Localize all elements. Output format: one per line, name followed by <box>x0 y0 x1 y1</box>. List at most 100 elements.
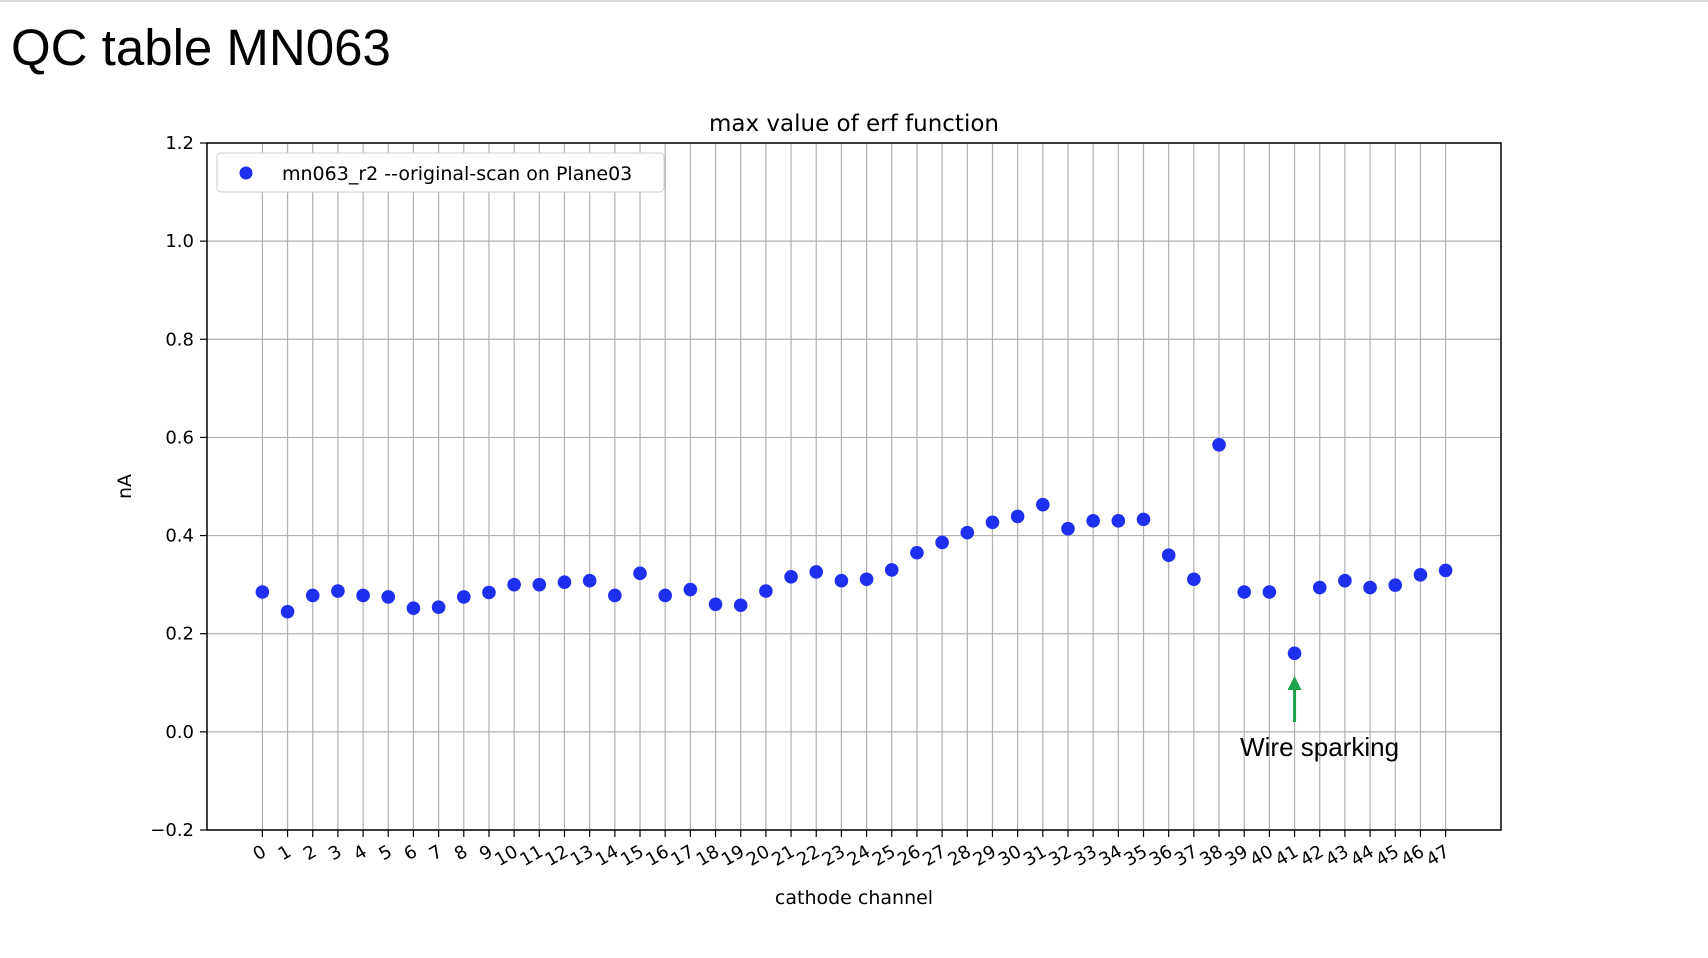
x-tick-label: 5 <box>375 841 395 865</box>
x-tick-label: 4 <box>350 841 370 865</box>
x-tick-label: 18 <box>693 841 723 871</box>
data-point <box>1413 568 1428 582</box>
data-point <box>733 598 748 613</box>
x-tick-label: 6 <box>401 841 421 865</box>
x-tick-label: 21 <box>768 841 798 871</box>
x-tick-label: 7 <box>426 841 446 865</box>
x-tick-label: 8 <box>451 841 471 865</box>
data-point <box>633 566 647 581</box>
data-point <box>1086 514 1100 528</box>
data-point <box>1438 563 1453 578</box>
y-tick-label: 1.0 <box>165 231 194 252</box>
x-tick-label: 29 <box>970 841 1000 871</box>
data-point <box>1338 573 1352 588</box>
data-point <box>356 588 370 603</box>
y-tick-label: −0.2 <box>150 820 194 841</box>
x-tick-label: 39 <box>1221 841 1251 871</box>
data-point <box>960 525 975 540</box>
x-tick-label: 26 <box>894 841 924 871</box>
x-tick-label: 11 <box>516 841 546 871</box>
x-tick-label: 44 <box>1347 841 1377 871</box>
x-tick-label: 38 <box>1196 841 1226 871</box>
x-tick-label: 2 <box>300 841 320 865</box>
x-tick-label: 0 <box>249 841 269 865</box>
data-point <box>1237 585 1252 599</box>
x-tick-label: 10 <box>491 841 521 871</box>
data-point <box>1287 646 1302 661</box>
data-points <box>255 437 1453 661</box>
data-point <box>708 597 723 612</box>
annotation-arrow-head <box>1287 676 1302 690</box>
x-tick-label: 30 <box>995 841 1025 871</box>
data-point <box>331 584 345 598</box>
data-point <box>884 563 899 577</box>
data-point <box>1010 509 1025 524</box>
top-rule <box>0 0 1708 2</box>
x-tick-label: 46 <box>1398 841 1428 871</box>
legend-box <box>216 152 665 193</box>
x-tick-label: 34 <box>1096 841 1126 871</box>
x-tick-label: 3 <box>325 841 345 865</box>
annotation-text: Wire sparking <box>1240 732 1399 762</box>
x-tick-label: 42 <box>1297 841 1327 871</box>
data-point <box>280 604 295 619</box>
data-point <box>557 575 572 589</box>
x-axis-ticks: 0 1 2 3 4 5 6 7 8 9101112131415161718192021222324… <box>249 830 1453 871</box>
legend-label: mn063_r2 --original-scan on Plane03 <box>282 163 632 185</box>
data-point <box>784 569 798 584</box>
data-point <box>406 601 421 615</box>
x-tick-label: 16 <box>642 841 672 871</box>
x-tick-label: 27 <box>919 841 949 871</box>
data-point <box>582 573 597 588</box>
x-tick-label: 25 <box>869 841 899 871</box>
x-tick-label: 1 <box>275 841 295 865</box>
x-tick-label: 19 <box>718 841 748 871</box>
y-tick-label: 0.6 <box>165 427 194 448</box>
data-point <box>1111 514 1126 528</box>
data-point <box>1136 512 1151 527</box>
x-axis-label: cathode channel <box>775 887 933 909</box>
x-tick-label: 32 <box>1045 841 1075 871</box>
y-tick-label: 0.2 <box>165 624 194 645</box>
x-tick-label: 40 <box>1247 841 1277 871</box>
legend: mn063_r2 --original-scan on Plane03 <box>216 152 665 193</box>
wire-sparking-annotation: Wire sparking <box>1240 676 1399 762</box>
y-tick-label: 0.8 <box>165 329 194 350</box>
x-tick-label: 23 <box>819 841 849 871</box>
data-point <box>507 577 521 592</box>
data-point <box>859 572 874 587</box>
x-tick-label: 22 <box>793 841 823 871</box>
plot-frame <box>206 142 1502 831</box>
data-point <box>910 545 924 560</box>
x-tick-label: 28 <box>944 841 974 871</box>
data-point <box>1036 497 1050 512</box>
x-tick-label: 37 <box>1171 841 1201 871</box>
data-point <box>1262 585 1277 599</box>
y-tick-label: 0.0 <box>165 722 194 743</box>
x-tick-label: 15 <box>617 841 647 871</box>
grid-lines <box>207 142 1501 831</box>
y-tick-label: 0.4 <box>165 526 194 547</box>
chart-title: max value of erf function <box>709 111 999 137</box>
data-point <box>1161 548 1176 562</box>
x-tick-label: 43 <box>1322 841 1352 871</box>
data-point <box>381 590 396 604</box>
data-point <box>683 582 698 597</box>
x-tick-label: 20 <box>743 841 773 871</box>
data-point <box>834 573 849 588</box>
x-tick-label: 41 <box>1272 841 1302 871</box>
data-point <box>608 588 622 603</box>
data-point <box>255 585 270 599</box>
data-point <box>1212 437 1226 452</box>
x-tick-label: 13 <box>567 841 597 871</box>
x-tick-label: 33 <box>1070 841 1100 871</box>
y-tick-label: 1.2 <box>165 133 194 154</box>
data-point <box>305 588 320 603</box>
data-point <box>482 585 496 600</box>
legend-marker <box>239 166 253 180</box>
data-point <box>935 535 949 550</box>
data-point <box>431 600 446 615</box>
data-point <box>985 515 1000 530</box>
y-axis-ticks: −0.2 0.0 0.2 0.4 0.6 0.8 1.0 1.2 <box>150 133 207 841</box>
